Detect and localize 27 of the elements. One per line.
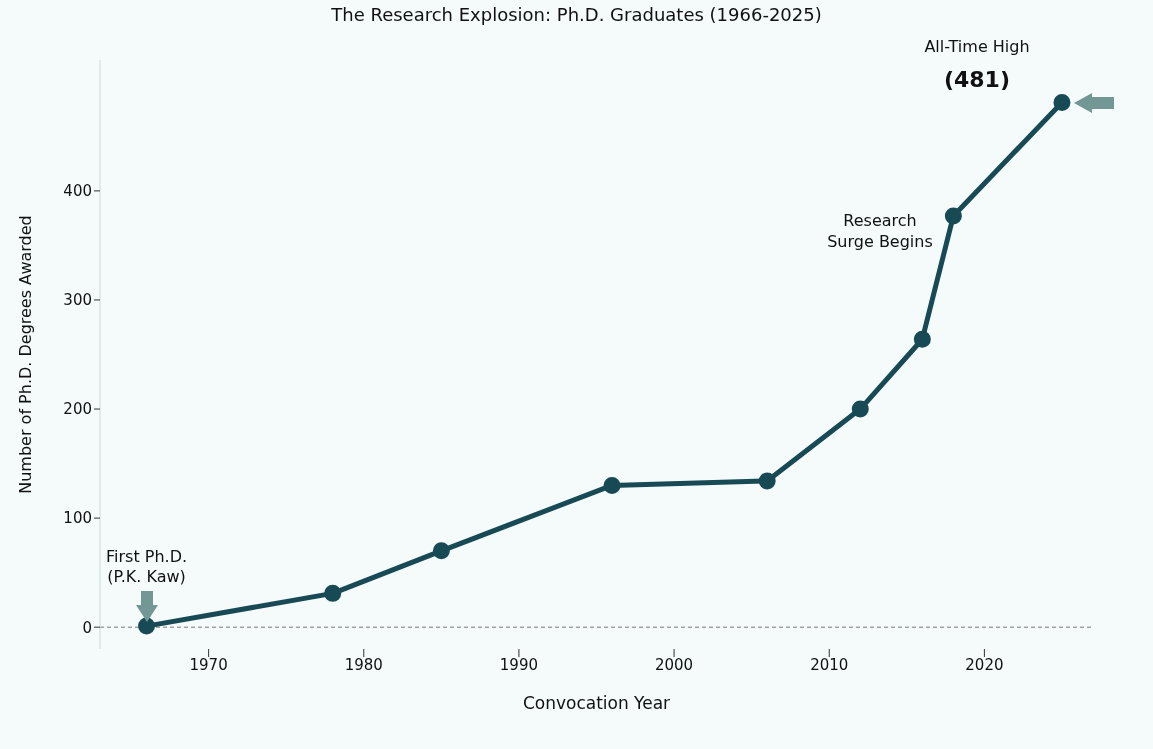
point xyxy=(432,542,450,560)
chart-title: The Research Explosion: Ph.D. Graduates (1966-2025) xyxy=(330,4,823,25)
y-tick-label: 400 xyxy=(63,182,92,201)
x-tick-label: 2010 xyxy=(810,655,849,674)
point xyxy=(603,476,621,494)
point xyxy=(758,472,776,490)
point xyxy=(944,207,962,225)
point xyxy=(913,330,931,348)
text: All-Time High xyxy=(923,36,1031,57)
x-tick-label: 1970 xyxy=(189,655,228,674)
point xyxy=(851,400,869,418)
y-tick-label: 300 xyxy=(63,291,92,310)
annotation: Research Surge Begins xyxy=(826,210,934,252)
annotation: (481) xyxy=(942,65,1011,94)
y-tick-label: 200 xyxy=(63,400,92,419)
y-tick-label: 0 xyxy=(82,618,92,637)
x-tick-label: 1990 xyxy=(499,655,539,674)
x-tick-label: 1980 xyxy=(344,655,383,674)
x-tick-label: 2020 xyxy=(965,655,1004,674)
annotation: First Ph.D. (P.K. Kaw) xyxy=(105,546,189,589)
x-tick-label: 2000 xyxy=(654,655,694,674)
x-axis-title: Convocation Year xyxy=(522,693,671,713)
point xyxy=(138,617,156,635)
point xyxy=(324,584,342,602)
y-tick-label: 100 xyxy=(63,509,92,528)
y-axis-title: Number of Ph.D. Degrees Awarded xyxy=(15,215,35,494)
point xyxy=(1053,94,1071,112)
